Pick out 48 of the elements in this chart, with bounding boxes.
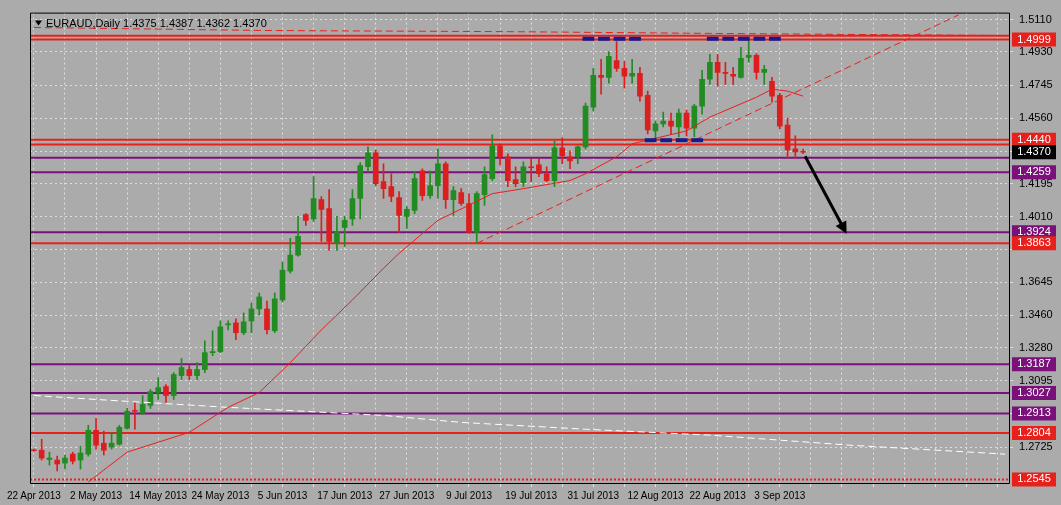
y-tick-label: 1.3280 <box>1019 340 1053 353</box>
y-tick-label: 1.4560 <box>1019 111 1053 124</box>
ref-line-label: 1.2804 <box>1017 426 1051 439</box>
ref-line-label: 1.4259 <box>1017 165 1051 178</box>
candlestick <box>730 66 736 85</box>
x-tick-label: 22 Aug 2013 <box>689 489 747 501</box>
ref-line-label: 1.4440 <box>1017 132 1051 145</box>
candlestick <box>567 150 573 170</box>
x-tick-label: 27 Jun 2013 <box>379 489 435 501</box>
ref-line-label: 1.3027 <box>1017 386 1051 399</box>
candlestick <box>341 216 348 247</box>
candlestick <box>155 377 162 400</box>
y-tick-label: 1.5110 <box>1019 12 1052 25</box>
x-tick-label: 5 Jun 2013 <box>257 489 308 501</box>
candlestick <box>132 402 138 430</box>
ref-line-label: 1.3863 <box>1017 236 1051 249</box>
candlestick <box>761 64 768 85</box>
y-tick-label: 1.3460 <box>1019 308 1053 321</box>
y-tick-label: 1.2725 <box>1019 440 1053 453</box>
x-tick-label: 31 Jul 2013 <box>567 489 620 501</box>
candlestick <box>629 59 635 84</box>
y-tick-label: 1.4745 <box>1019 78 1053 91</box>
y-tick-label: 1.3095 <box>1019 373 1053 386</box>
x-tick-label: 17 Jun 2013 <box>317 489 373 501</box>
x-tick-label: 3 Sep 2013 <box>754 489 806 501</box>
x-tick-label: 22 Apr 2013 <box>6 489 62 501</box>
ref-line-label: 1.2545 <box>1017 472 1051 485</box>
ref-line-label: 1.3924 <box>1017 225 1051 238</box>
annotation: 1.4370 <box>1017 145 1051 158</box>
ref-line-label: 1.2913 <box>1017 406 1051 419</box>
y-tick-label: 1.4195 <box>1019 176 1053 189</box>
x-tick-label: 2 May 2013 <box>69 489 123 501</box>
candlestick <box>745 39 752 63</box>
x-tick-label: 14 May 2013 <box>129 489 188 501</box>
ref-line-label: 1.4999 <box>1017 32 1051 45</box>
x-tick-label: 24 May 2013 <box>191 489 250 501</box>
candlestick <box>660 111 667 128</box>
ref-line-label: 1.3187 <box>1017 357 1051 370</box>
y-tick-label: 1.4930 <box>1019 44 1053 57</box>
candlestick <box>598 59 604 95</box>
x-tick-label: 9 Jul 2013 <box>445 489 493 501</box>
x-tick-label: 12 Aug 2013 <box>627 489 684 501</box>
y-tick-label: 1.4010 <box>1019 209 1053 222</box>
line-series <box>33 395 1006 455</box>
y-tick-label: 1.3645 <box>1019 275 1053 288</box>
candlestick <box>528 158 534 182</box>
x-tick-label: 19 Jul 2013 <box>505 489 558 501</box>
chart-title: EURAUD,Daily 1.4375 1.4387 1.4362 1.4370 <box>46 16 267 29</box>
